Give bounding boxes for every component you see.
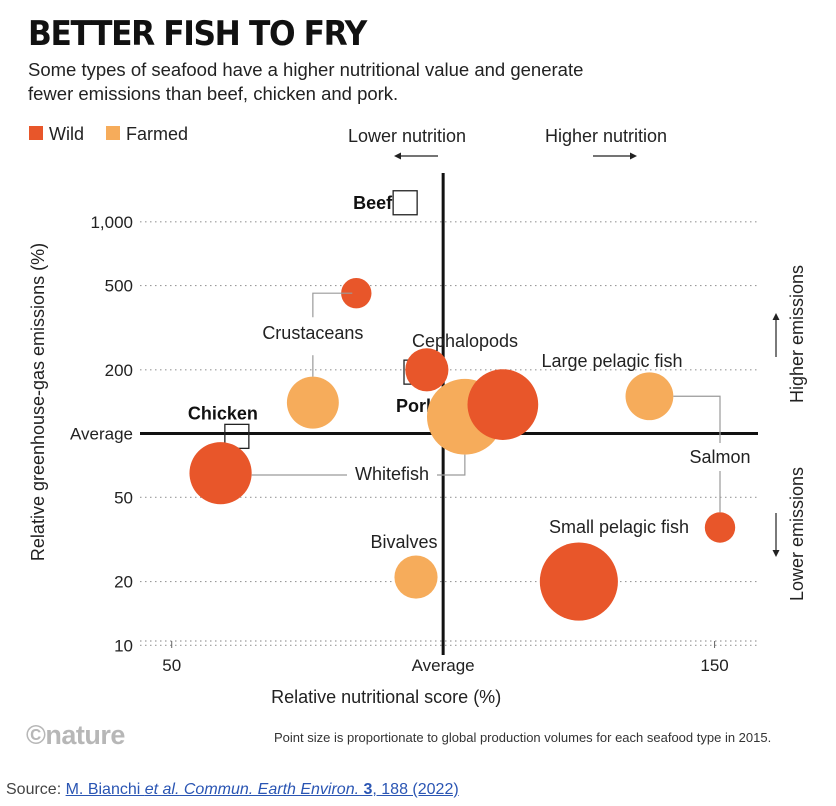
seafood-point-wild [539, 542, 618, 621]
source-journal: Commun. Earth Environ. [179, 781, 360, 798]
source-link[interactable]: M. Bianchi et al. Commun. Earth Environ.… [66, 781, 459, 798]
reference-marker-beef [392, 190, 418, 216]
reference-label-beef: Beef [353, 193, 393, 213]
seafood-point-wild [704, 512, 736, 543]
x-tick-label: 50 [162, 656, 181, 675]
seafood-label: Cephalopods [412, 331, 518, 351]
seafood-label: Small pelagic fish [549, 517, 689, 537]
nature-logo: ©nature [26, 720, 125, 750]
y-tick-label: 50 [114, 488, 133, 507]
leader-line-salmon [673, 395, 721, 443]
x-tick-label: Average [412, 656, 475, 675]
seafood-point-farmed [625, 372, 674, 421]
leader-line-crustaceans [312, 292, 353, 318]
higher-nutrition-label: Higher nutrition [545, 126, 667, 146]
lower-nutrition-arrowhead [394, 152, 401, 160]
x-axis-title: Relative nutritional score (%) [271, 687, 501, 707]
source-line: Source: M. Bianchi et al. Commun. Earth … [6, 781, 459, 799]
source-etal: et al. [144, 781, 180, 798]
seafood-point-farmed [286, 376, 339, 429]
y-tick-label: 10 [114, 636, 133, 655]
higher-nutrition-arrowhead [630, 152, 637, 160]
seafood-point-wild [405, 348, 449, 392]
higher-emissions-label: Higher emissions [787, 265, 807, 403]
seafood-point-wild [189, 442, 252, 505]
chart-title: BETTER FISH TO FRY [28, 14, 367, 54]
source-rest: , 188 (2022) [372, 781, 459, 798]
legend-swatch-wild [29, 126, 43, 140]
seafood-label: Large pelagic fish [541, 351, 682, 371]
x-tick-label: 150 [700, 656, 728, 675]
point-size-note: Point size is proportionate to global pr… [274, 730, 772, 745]
legend-swatch-farmed [106, 126, 120, 140]
seafood-label: Whitefish [355, 464, 429, 484]
lower-emissions-label: Lower emissions [787, 467, 807, 601]
source-prefix: Source: [6, 781, 66, 798]
legend-label-farmed: Farmed [126, 124, 188, 144]
y-tick-label: 200 [105, 361, 133, 380]
higher-emissions-arrowhead [772, 313, 780, 320]
scatter-chart: Wild Farmed Lower nutrition Higher nutritio… [28, 124, 807, 707]
seafood-point-wild [467, 369, 539, 440]
source-authors: M. Bianchi [65, 781, 145, 798]
legend-label-wild: Wild [49, 124, 84, 144]
lower-emissions-arrowhead [772, 550, 780, 557]
source-volume: 3 [359, 781, 373, 798]
y-axis-title: Relative greenhouse-gas emissions (%) [28, 243, 48, 561]
leader-line-whitefish [437, 454, 466, 476]
reference-label-pork: Pork [396, 396, 437, 416]
seafood-point-farmed [394, 555, 438, 599]
y-tick-label: 20 [114, 573, 133, 592]
seafood-label: Crustaceans [262, 323, 363, 343]
seafood-label: Salmon [689, 447, 750, 467]
chart-subtitle: Some types of seafood have a higher nutr… [28, 59, 584, 104]
lower-nutrition-label: Lower nutrition [348, 126, 466, 146]
reference-label-chicken: Chicken [188, 403, 258, 423]
y-tick-label: 1,000 [90, 213, 133, 232]
seafood-point-wild [341, 278, 372, 309]
y-tick-label: 500 [105, 277, 133, 296]
y-average-label: Average [70, 425, 133, 444]
seafood-label: Bivalves [370, 532, 437, 552]
